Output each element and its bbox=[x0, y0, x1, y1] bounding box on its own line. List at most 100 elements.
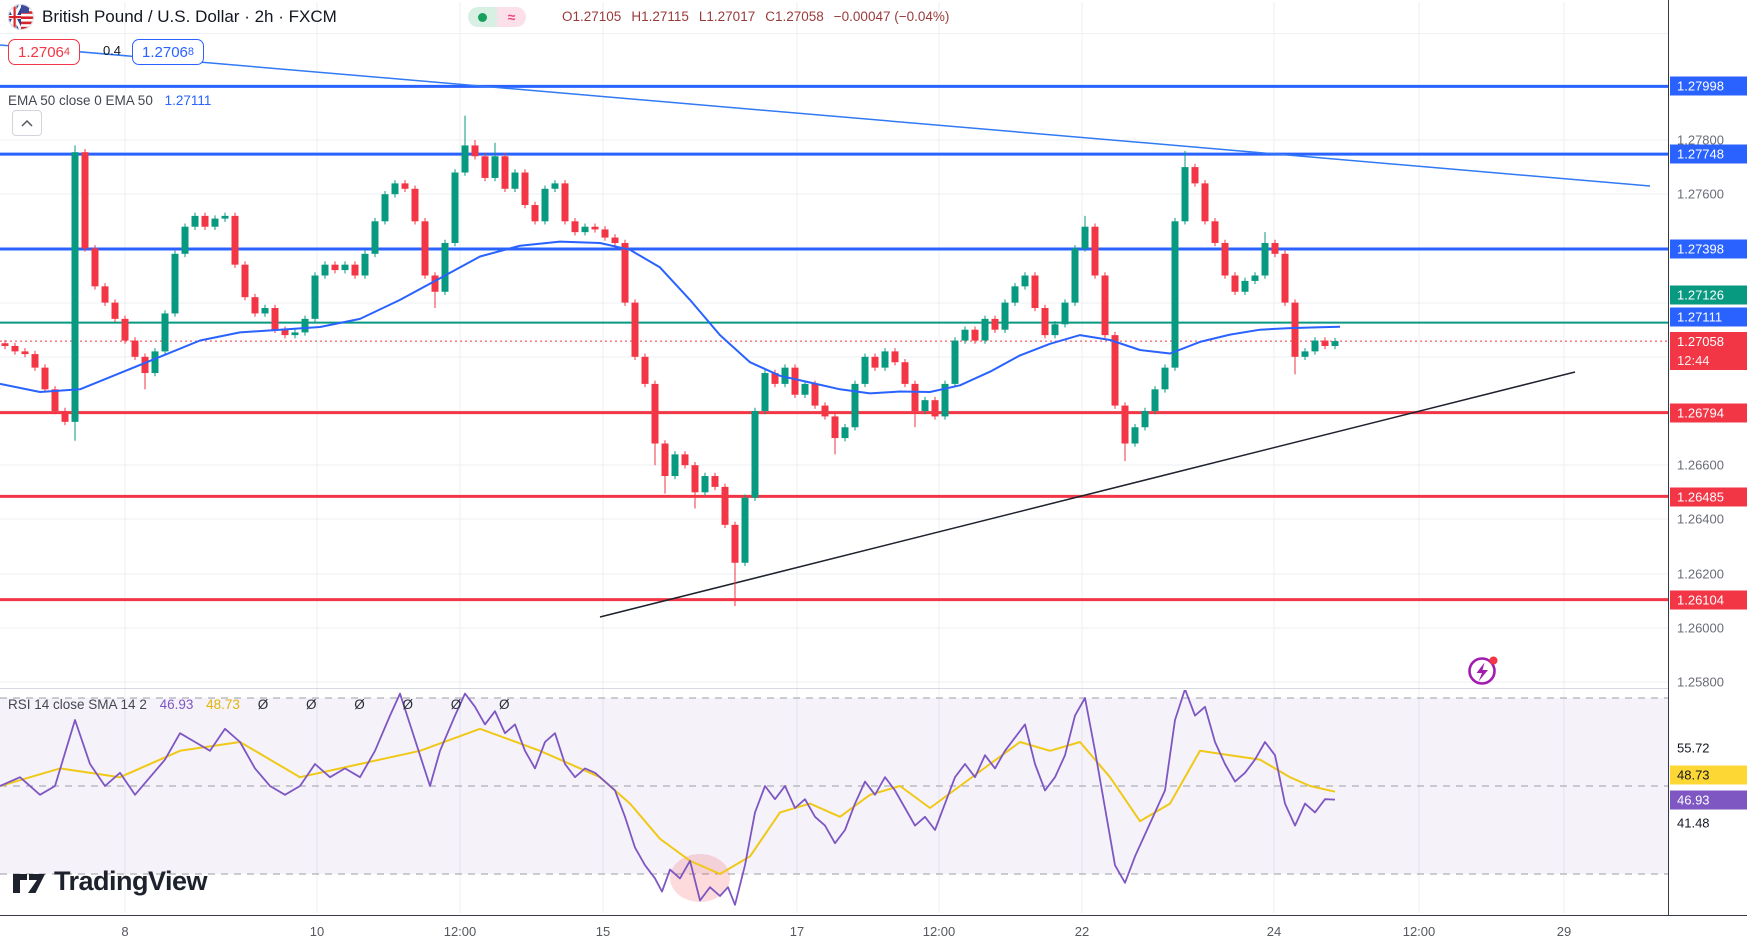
candle bbox=[41, 364, 49, 393]
market-status-pill[interactable]: ≈ bbox=[468, 7, 526, 27]
candle bbox=[661, 440, 669, 494]
bid-price-box[interactable]: 1.2706 4 bbox=[8, 39, 81, 65]
price-badge: 1.26104 bbox=[1670, 590, 1747, 610]
time-axis-label: 15 bbox=[595, 924, 611, 939]
open-value: 1.27105 bbox=[572, 9, 622, 24]
rsi-legend-title: RSI 14 close SMA 14 2 bbox=[8, 697, 147, 712]
candle bbox=[231, 212, 239, 268]
candle bbox=[751, 407, 759, 501]
candle bbox=[761, 369, 769, 415]
candle bbox=[471, 140, 479, 160]
candle bbox=[381, 190, 389, 225]
ascending-support-trendline[interactable] bbox=[599, 371, 1576, 618]
candle bbox=[1161, 364, 1169, 393]
sr-levels bbox=[0, 84, 1668, 602]
candle bbox=[681, 451, 689, 469]
candle bbox=[571, 218, 579, 236]
ema-indicator-legend[interactable]: EMA 50 close 0 EMA 50 1.27111 bbox=[8, 93, 211, 108]
rsi-legend-placeholders: Ø Ø Ø Ø Ø Ø bbox=[257, 697, 527, 712]
rsi-oversold-glow bbox=[670, 854, 730, 902]
candle bbox=[811, 380, 819, 409]
candle bbox=[251, 293, 259, 317]
candle bbox=[481, 153, 489, 182]
candle bbox=[861, 353, 869, 388]
candle bbox=[1331, 337, 1339, 350]
candle bbox=[1111, 331, 1119, 409]
ema50-line bbox=[0, 240, 1341, 395]
candle bbox=[721, 483, 729, 529]
candle bbox=[731, 521, 739, 607]
delayed-data-icon: ≈ bbox=[497, 7, 526, 27]
candle bbox=[791, 364, 799, 398]
candle bbox=[211, 215, 219, 230]
candle bbox=[1221, 239, 1229, 279]
price-badge: 1.27111 bbox=[1670, 307, 1747, 327]
candle bbox=[1251, 272, 1259, 285]
pane-divider[interactable] bbox=[0, 688, 1747, 689]
low-label: L bbox=[698, 9, 707, 24]
candle bbox=[1071, 245, 1079, 306]
descending-resistance-trendline[interactable] bbox=[0, 44, 1651, 187]
price-tick-label: 1.27600 bbox=[1677, 186, 1724, 202]
candlesticks bbox=[1, 115, 1339, 607]
symbol-flag-icon[interactable] bbox=[8, 4, 34, 30]
price-badge: 1.27748 bbox=[1670, 144, 1747, 164]
candle bbox=[641, 353, 649, 388]
candle bbox=[931, 396, 939, 420]
time-axis-label: 12:00 bbox=[1402, 924, 1436, 939]
candle bbox=[491, 142, 499, 182]
time-axis-label: 24 bbox=[1266, 924, 1282, 939]
change-value: −0.00047 (−0.04%) bbox=[833, 9, 950, 24]
candle bbox=[11, 342, 19, 355]
rsi-indicator-legend[interactable]: RSI 14 close SMA 14 2 46.93 48.73 Ø Ø Ø … bbox=[8, 697, 526, 712]
candle bbox=[371, 218, 379, 258]
time-axis-label: 12:00 bbox=[922, 924, 956, 939]
candle bbox=[171, 250, 179, 317]
price-badge: 1.27998 bbox=[1670, 76, 1747, 96]
lightning-bolt-glyph bbox=[1476, 662, 1488, 682]
rsi-sma-line bbox=[0, 727, 1336, 875]
candle bbox=[831, 413, 839, 455]
tradingview-logo[interactable]: TradingView bbox=[12, 866, 208, 897]
price-tick-label: 1.26600 bbox=[1677, 457, 1724, 473]
symbol-title[interactable]: British Pound / U.S. Dollar · 2h · FXCM bbox=[42, 7, 337, 26]
market-open-dot-icon bbox=[478, 12, 487, 22]
candle bbox=[1131, 424, 1139, 447]
ask-price-box[interactable]: 1.2706 8 bbox=[132, 39, 205, 65]
candle bbox=[901, 358, 909, 388]
candle bbox=[1271, 239, 1279, 258]
price-badge-time: 12:44 bbox=[1677, 353, 1710, 368]
rsi-scale-label: 41.48 bbox=[1677, 815, 1710, 831]
candle bbox=[821, 402, 829, 420]
tradingview-logo-text: TradingView bbox=[54, 866, 208, 896]
header-divider bbox=[0, 33, 1668, 34]
collapse-legend-button[interactable] bbox=[12, 110, 42, 136]
candle bbox=[461, 115, 469, 176]
candle bbox=[1171, 218, 1179, 371]
candle bbox=[261, 304, 269, 317]
candle bbox=[611, 234, 619, 247]
candle bbox=[591, 223, 599, 233]
candle bbox=[1021, 272, 1029, 290]
candle bbox=[671, 451, 679, 480]
price-badge: 1.27058 12:44 bbox=[1670, 332, 1747, 370]
price-badge: 1.27126 bbox=[1670, 285, 1747, 305]
close-value: 1.27058 bbox=[774, 9, 824, 24]
time-axis-label: 12:00 bbox=[443, 924, 477, 939]
price-tick-label: 1.26400 bbox=[1677, 511, 1724, 527]
boost-lightning-icon[interactable] bbox=[1465, 652, 1501, 688]
candle bbox=[971, 326, 979, 344]
ema-legend-title: EMA 50 close 0 EMA 50 bbox=[8, 93, 153, 108]
candle bbox=[31, 350, 39, 371]
candle bbox=[1011, 283, 1019, 306]
candle bbox=[1261, 232, 1269, 279]
candle bbox=[101, 283, 109, 306]
candle bbox=[271, 304, 279, 333]
spread-value: 0.4 bbox=[102, 43, 122, 58]
price-scale[interactable]: 1.27800 1.27600 1.26600 1.26400 1.26200 1.260… bbox=[1668, 0, 1747, 915]
time-axis[interactable]: 8 10 12:00 15 17 12:00 22 24 12:00 29 bbox=[0, 915, 1747, 949]
open-label: O bbox=[562, 9, 573, 24]
candle bbox=[881, 348, 889, 371]
candle bbox=[241, 261, 249, 301]
